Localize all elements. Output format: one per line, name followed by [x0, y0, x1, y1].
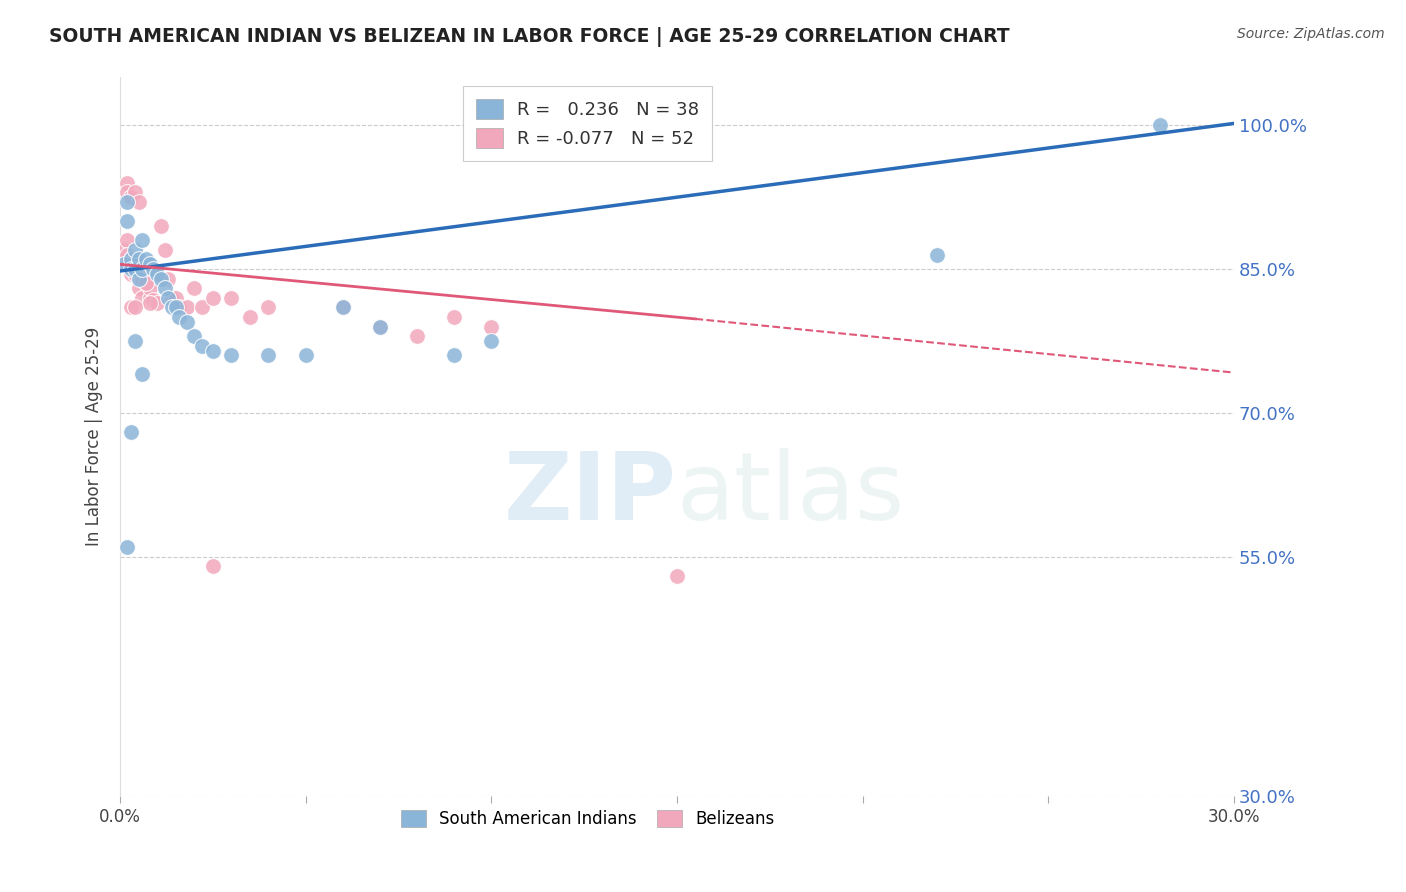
Point	[124, 186, 146, 200]
Point	[153, 281, 176, 295]
Point	[479, 319, 502, 334]
Point	[120, 190, 142, 204]
Point	[239, 310, 262, 324]
Point	[112, 252, 135, 267]
Point	[128, 271, 150, 285]
Point	[112, 243, 135, 257]
Point	[131, 257, 153, 271]
Point	[117, 257, 139, 271]
Point	[201, 559, 224, 574]
Point	[190, 301, 212, 315]
Point	[443, 348, 465, 362]
Point	[479, 334, 502, 348]
Point	[120, 252, 142, 267]
Point	[183, 281, 205, 295]
Point	[257, 348, 280, 362]
Point	[131, 233, 153, 247]
Point	[128, 257, 150, 271]
Point	[157, 291, 180, 305]
Point	[124, 262, 146, 277]
Point	[169, 301, 191, 315]
Legend: South American Indians, Belizeans: South American Indians, Belizeans	[394, 803, 782, 835]
Point	[120, 262, 142, 277]
Point	[146, 295, 169, 310]
Point	[332, 301, 354, 315]
Point	[120, 252, 142, 267]
Point	[131, 291, 153, 305]
Point	[124, 257, 146, 271]
Point	[160, 291, 183, 305]
Point	[124, 301, 146, 315]
Point	[153, 243, 176, 257]
Point	[169, 310, 191, 324]
Point	[190, 339, 212, 353]
Point	[128, 267, 150, 281]
Point	[1149, 119, 1171, 133]
Point	[142, 293, 165, 307]
Point	[183, 329, 205, 343]
Point	[176, 301, 198, 315]
Point	[120, 301, 142, 315]
Point	[117, 233, 139, 247]
Point	[294, 348, 316, 362]
Point	[149, 219, 172, 233]
Point	[117, 176, 139, 190]
Point	[135, 277, 157, 291]
Point	[138, 281, 160, 295]
Point	[124, 243, 146, 257]
Point	[117, 186, 139, 200]
Text: Source: ZipAtlas.com: Source: ZipAtlas.com	[1237, 27, 1385, 41]
Point	[665, 568, 688, 582]
Point	[332, 301, 354, 315]
Point	[142, 262, 165, 277]
Point	[157, 271, 180, 285]
Point	[160, 301, 183, 315]
Point	[112, 257, 135, 271]
Point	[176, 315, 198, 329]
Point	[201, 291, 224, 305]
Point	[128, 252, 150, 267]
Point	[124, 267, 146, 281]
Point	[120, 425, 142, 439]
Point	[135, 277, 157, 291]
Text: SOUTH AMERICAN INDIAN VS BELIZEAN IN LABOR FORCE | AGE 25-29 CORRELATION CHART: SOUTH AMERICAN INDIAN VS BELIZEAN IN LAB…	[49, 27, 1010, 46]
Point	[135, 252, 157, 267]
Point	[117, 194, 139, 209]
Point	[128, 281, 150, 295]
Point	[131, 262, 153, 277]
Text: atlas: atlas	[676, 449, 905, 541]
Point	[368, 319, 391, 334]
Point	[165, 301, 187, 315]
Point	[165, 291, 187, 305]
Point	[128, 194, 150, 209]
Text: ZIP: ZIP	[503, 449, 676, 541]
Point	[257, 301, 280, 315]
Point	[138, 257, 160, 271]
Point	[117, 214, 139, 228]
Point	[131, 368, 153, 382]
Point	[443, 310, 465, 324]
Point	[221, 291, 243, 305]
Y-axis label: In Labor Force | Age 25-29: In Labor Force | Age 25-29	[86, 327, 103, 547]
Point	[138, 291, 160, 305]
Point	[124, 252, 146, 267]
Point	[146, 267, 169, 281]
Point	[117, 540, 139, 554]
Point	[149, 271, 172, 285]
Point	[201, 343, 224, 358]
Point	[138, 295, 160, 310]
Point	[221, 348, 243, 362]
Point	[135, 267, 157, 281]
Point	[406, 329, 429, 343]
Point	[124, 334, 146, 348]
Point	[117, 248, 139, 262]
Point	[120, 267, 142, 281]
Point	[925, 248, 948, 262]
Point	[368, 319, 391, 334]
Point	[131, 271, 153, 285]
Point	[120, 257, 142, 271]
